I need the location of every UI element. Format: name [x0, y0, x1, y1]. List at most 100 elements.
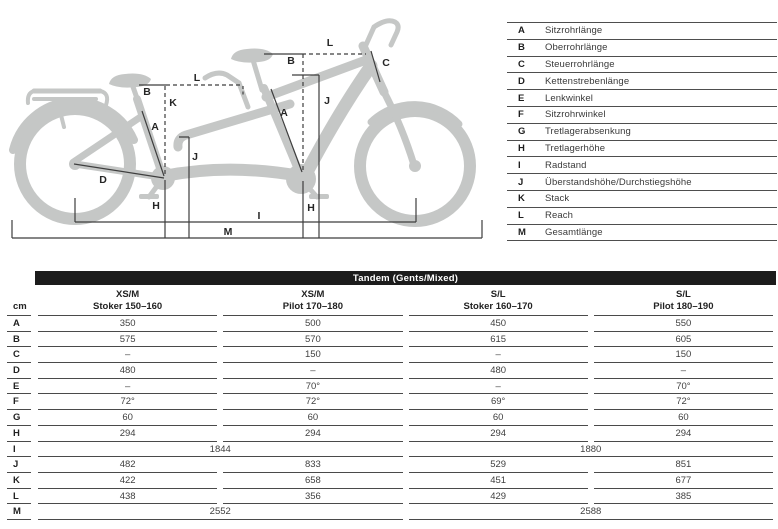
row-key: C — [7, 347, 31, 364]
legend-row: J Überstandshöhe/Durchstiegshöhe — [507, 174, 777, 191]
legend-row: M Gesamtlänge — [507, 225, 777, 242]
seat-stay-tube — [71, 112, 146, 165]
value-cell: 615 — [408, 332, 588, 348]
legend-row: G Tretlagerabsenkung — [507, 124, 777, 141]
table-row: A 350 500 450 550 — [7, 316, 776, 332]
legend-key: F — [518, 109, 524, 121]
rear-rack — [25, 88, 110, 129]
value-cell: – — [593, 363, 773, 379]
legend-key: G — [518, 126, 526, 138]
table-title: Tandem (Gents/Mixed) — [352, 273, 459, 284]
dimension-lines — [11, 50, 483, 239]
dim-label-d: D — [99, 174, 107, 186]
table-row: E –70° –70° — [7, 379, 776, 395]
value-cell: 605 — [593, 332, 773, 348]
value-cell: 60 — [223, 410, 403, 426]
value-cell: 480 — [408, 363, 588, 379]
table-row: F 72° 72° 69° 72° — [7, 394, 776, 411]
row-key: H — [7, 426, 31, 442]
dim-line-overall-length — [11, 220, 483, 239]
legend-term: Gesamtlänge — [545, 226, 603, 238]
dim-label-m: M — [224, 226, 233, 238]
value-cell: 70° — [593, 379, 773, 395]
table-row: C –150–150 — [7, 347, 776, 364]
dim-label-b-rear: B — [143, 86, 151, 98]
main-step-through-tube — [158, 163, 306, 182]
value-cell: 658 — [223, 473, 403, 489]
dim-label-a-rear: A — [151, 121, 159, 133]
front-fender — [367, 101, 463, 128]
legend-key: M — [518, 226, 526, 238]
legend-row: F Sitzrohrwinkel — [507, 107, 777, 124]
table-row: B 575 570 615 605 — [7, 332, 776, 348]
stoker-top-tube — [173, 99, 295, 152]
value-cell: 1880 — [408, 442, 773, 458]
fork — [379, 86, 418, 169]
front-wheel — [354, 105, 476, 227]
rear-seat-tube — [133, 95, 167, 181]
row-key: E — [7, 379, 31, 395]
value-cell: 72° — [223, 394, 403, 411]
column-size: S/L — [490, 289, 506, 300]
value-cell: 529 — [408, 457, 588, 473]
column-rider: Pilot 180–190 — [653, 300, 714, 312]
column-header: S/L Stoker 160–170 — [408, 289, 588, 316]
bike-geometry-diagram: L B K A J D H L B C A J H I M — [9, 18, 483, 239]
legend-term: Oberrohrlänge — [545, 42, 608, 54]
value-cell: 356 — [223, 489, 403, 505]
front-saddle — [231, 48, 273, 63]
legend-row: B Oberrohrlänge — [507, 40, 777, 57]
value-cell: 422 — [38, 473, 218, 489]
legend-term: Sitzrohrlänge — [545, 25, 603, 37]
dim-line-standover-front — [292, 74, 320, 238]
column-size: XS/M — [301, 289, 325, 300]
value-cell: 570 — [223, 332, 403, 348]
dim-label-k-rear: K — [169, 97, 177, 109]
table-row: G 60 60 60 60 — [7, 410, 776, 426]
dim-label-i: I — [258, 210, 261, 222]
value-cell: 60 — [38, 410, 218, 426]
value-cell: 72° — [593, 394, 773, 411]
dim-label-h-rear: H — [152, 200, 160, 212]
table-row: L 438 356 429 385 — [7, 489, 776, 505]
table-row: H 294 294 294 294 — [7, 426, 776, 442]
value-cell: 72° — [38, 394, 218, 411]
table-row: I 1844 1880 — [7, 442, 776, 458]
value-cell: 450 — [408, 316, 588, 332]
column-header: XS/M Stoker 150–160 — [38, 289, 218, 316]
row-key: A — [7, 316, 31, 332]
dim-line-wheelbase — [74, 198, 417, 223]
table-body: A 350 500 450 550 B 575 570 615 605 C –150–150 D 480–… — [7, 316, 776, 520]
rear-saddle — [109, 73, 151, 88]
legend-key: H — [518, 142, 525, 154]
legend-row: L Reach — [507, 208, 777, 225]
handlebar — [371, 18, 401, 48]
dim-line-standover-rear — [179, 136, 190, 238]
row-key: J — [7, 457, 31, 473]
column-size: XS/M — [116, 289, 140, 300]
row-key: L — [7, 489, 31, 505]
value-cell: 294 — [223, 426, 403, 442]
value-cell: 438 — [38, 489, 218, 505]
value-cell: 500 — [223, 316, 403, 332]
legend-term: Stack — [545, 193, 570, 205]
row-key: K — [7, 473, 31, 489]
value-cell: 851 — [593, 457, 773, 473]
dimension-labels: L B K A J D H L B C A J H I M — [99, 37, 390, 238]
row-key: D — [7, 363, 31, 379]
dim-label-j-front: J — [324, 95, 330, 107]
value-cell: 575 — [38, 332, 218, 348]
dim-label-j-rear: J — [192, 151, 198, 163]
legend-key: E — [518, 92, 525, 104]
legend-row: I Radstand — [507, 157, 777, 175]
front-seatpost — [250, 57, 265, 93]
value-cell: – — [408, 379, 588, 395]
value-cell: 429 — [408, 489, 588, 505]
value-cell: 550 — [593, 316, 773, 332]
legend-term: Steuerrohrlänge — [545, 58, 615, 70]
dim-label-c: C — [382, 57, 390, 69]
row-key: M — [7, 504, 31, 520]
dim-label-b-front: B — [287, 55, 295, 67]
value-cell: 69° — [408, 394, 588, 411]
